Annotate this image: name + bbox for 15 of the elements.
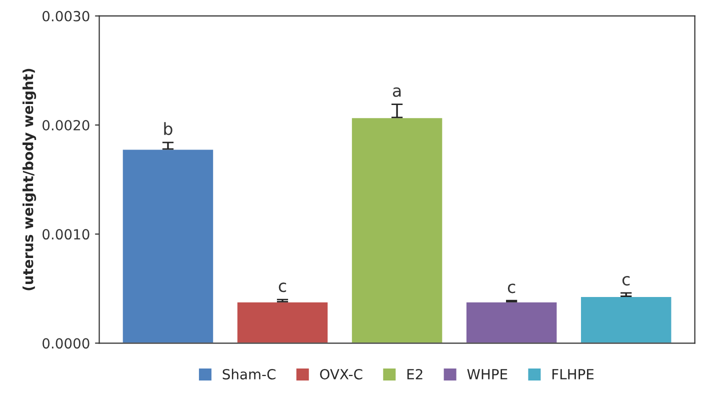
annotation: c <box>508 284 516 294</box>
annotation: c <box>278 282 286 292</box>
annotation: a <box>392 87 401 97</box>
annotation: c <box>622 276 630 286</box>
legend-label: FLHPE <box>552 369 594 380</box>
y-tick-label: 0.0010 <box>42 229 90 240</box>
y-tick-label: 0.0000 <box>42 338 90 349</box>
y-tick-label: 0.0020 <box>42 120 90 130</box>
annotation: b <box>164 122 172 136</box>
legend-label: WHPE <box>467 369 508 380</box>
y-axis-title: (uterus weight/body weight) <box>22 68 36 290</box>
legend-label: Sham-C <box>222 368 276 380</box>
y-tick-label: 0.0030 <box>42 10 90 22</box>
legend-label: OVX-C <box>320 368 362 380</box>
legend-label: E2 <box>407 368 422 380</box>
